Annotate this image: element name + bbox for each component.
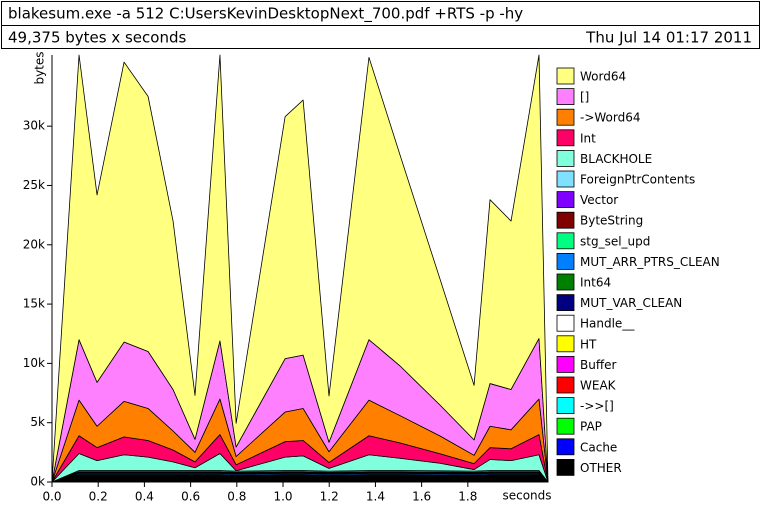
legend-swatch <box>556 88 575 105</box>
legend-label: OTHER <box>580 461 622 475</box>
legend-label: Word64 <box>580 70 626 84</box>
x-tick-label: 1.4 <box>366 490 385 504</box>
legend-swatch <box>556 191 575 209</box>
y-tick-label: 20k <box>23 237 45 251</box>
x-tick-label: 0.8 <box>227 490 246 504</box>
legend-swatch <box>556 397 575 415</box>
legend-swatch <box>556 211 575 229</box>
legend-label: WEAK <box>580 379 617 393</box>
legend-label: Int <box>580 131 596 145</box>
x-tick-label: 1.0 <box>273 490 292 504</box>
x-tick-label: 0.4 <box>135 490 154 504</box>
legend-label: ForeignPtrContents <box>580 173 695 187</box>
x-tick-label: 1.6 <box>412 490 431 504</box>
x-tick-label: 1.8 <box>458 490 477 504</box>
x-tick-label: 0.0 <box>42 490 61 504</box>
chart-title: blakesum.exe -a 512 C:UsersKevinDesktopN… <box>8 5 523 24</box>
legend-swatch <box>556 273 575 291</box>
y-axis-label: bytes <box>33 51 47 84</box>
legend-swatch <box>556 149 575 167</box>
legend-label: Handle__ <box>580 317 635 331</box>
legend-label: ->>[] <box>580 399 614 413</box>
legend-label: MUT_ARR_PTRS_CLEAN <box>580 255 720 269</box>
y-tick-label: 25k <box>23 178 45 192</box>
legend-swatch <box>556 355 575 373</box>
legend-swatch <box>556 252 575 270</box>
y-tick-label: 10k <box>23 356 45 370</box>
y-tick-label: 5k <box>30 415 45 429</box>
legend-swatch <box>556 170 575 188</box>
legend-label: HT <box>580 337 597 351</box>
legend-label: BLACKHOLE <box>580 152 652 166</box>
y-tick-label: 0k <box>30 475 45 489</box>
legend-swatch <box>556 129 575 147</box>
header-box <box>1 25 760 49</box>
x-axis-label: seconds <box>502 489 551 503</box>
legend-label: ->Word64 <box>580 111 641 125</box>
legend-label: Int64 <box>580 276 611 290</box>
x-tick-label: 1.2 <box>320 490 339 504</box>
legend-swatch <box>556 335 575 353</box>
legend-label: Vector <box>580 193 618 207</box>
y-tick-label: 30k <box>23 119 45 133</box>
legend-swatch <box>556 417 575 435</box>
legend-swatch <box>556 314 575 332</box>
legend-label: MUT_VAR_CLEAN <box>580 296 682 310</box>
legend-swatch <box>556 294 575 312</box>
legend-swatch <box>556 108 575 126</box>
x-tick-label: 0.2 <box>89 490 108 504</box>
legend-swatch <box>556 376 575 394</box>
legend-label: Cache <box>580 440 617 454</box>
legend-label: PAP <box>580 420 602 434</box>
x-tick-label: 0.6 <box>181 490 200 504</box>
legend-swatch <box>556 232 575 250</box>
legend-swatch <box>556 458 575 476</box>
legend-swatch <box>556 67 575 85</box>
legend-swatch <box>556 438 575 456</box>
timestamp: Thu Jul 14 01:17 2011 <box>585 29 752 47</box>
y-tick-label: 15k <box>23 297 45 311</box>
legend-label: [] <box>580 90 589 104</box>
chart-subtitle: 49,375 bytes x seconds <box>8 29 186 47</box>
legend-label: stg_sel_upd <box>580 234 650 248</box>
legend-label: ByteString <box>580 214 643 228</box>
legend-label: Buffer <box>580 358 616 372</box>
